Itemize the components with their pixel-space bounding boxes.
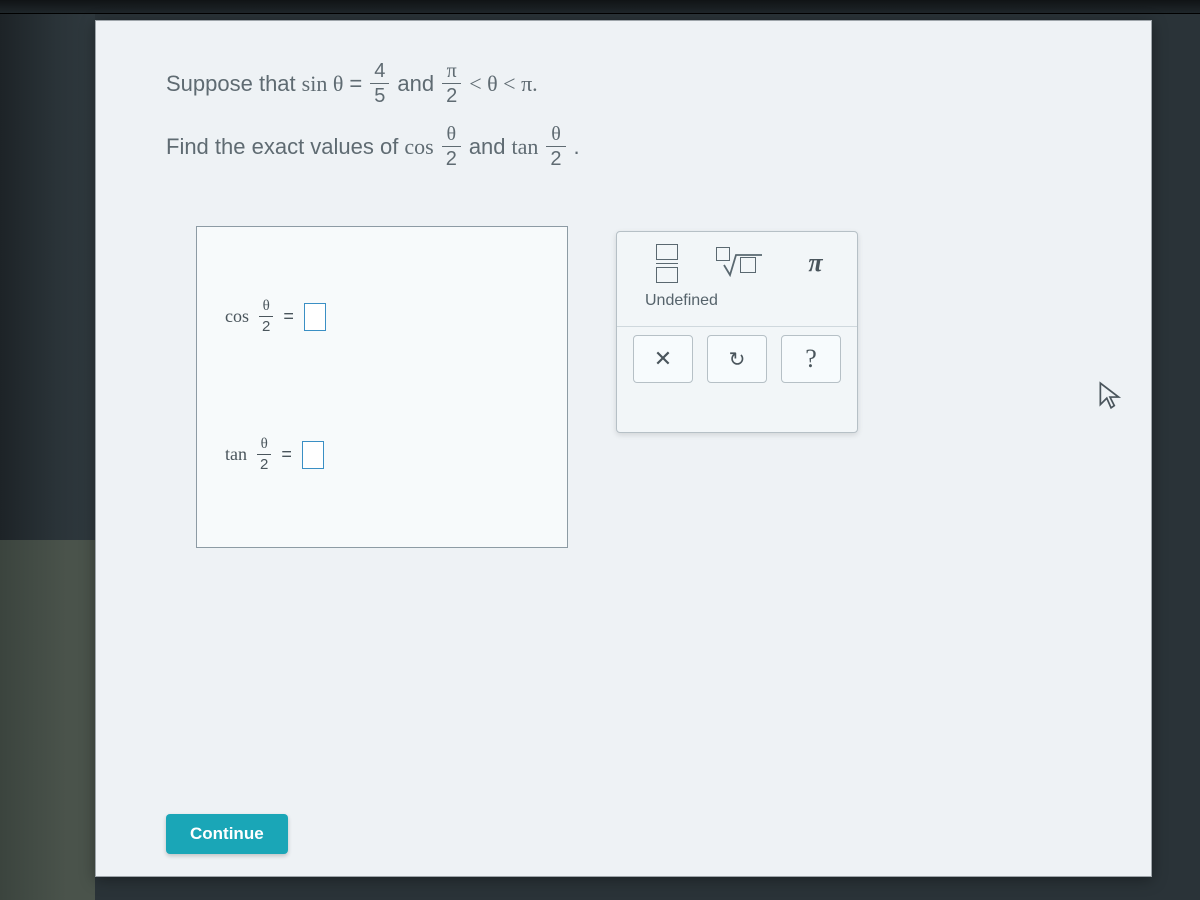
q1-sin: sin θ	[302, 66, 344, 101]
tan-frac: θ 2	[257, 437, 271, 472]
q2-cos: cos	[404, 129, 433, 164]
q1-frac-4-5: 4 5	[370, 61, 389, 106]
cos-input[interactable]	[304, 303, 326, 331]
monitor-bezel-top	[0, 0, 1200, 14]
fraction-tool-button[interactable]	[645, 244, 688, 282]
continue-button[interactable]: Continue	[166, 814, 288, 854]
q1-frac-pi-2: π 2	[442, 61, 461, 106]
question-text: Suppose that sin θ = 4 5 and π 2 < θ < π…	[166, 61, 580, 169]
reset-button[interactable]: ↻	[707, 335, 767, 383]
question-panel: Suppose that sin θ = 4 5 and π 2 < θ < π…	[96, 21, 1151, 876]
q2-frac-theta-2a: θ 2	[442, 124, 461, 169]
tan-func: tan	[225, 444, 247, 465]
cos-frac: θ 2	[259, 299, 273, 334]
q2-frac-theta-2b: θ 2	[546, 124, 565, 169]
q1-eq: =	[349, 66, 362, 101]
question-line-1: Suppose that sin θ = 4 5 and π 2 < θ < π…	[166, 61, 580, 106]
q2-tan: tan	[512, 129, 539, 164]
q2-prefix: Find the exact values of	[166, 129, 398, 164]
root-tool-button[interactable]	[718, 244, 764, 282]
q2-period: .	[574, 129, 580, 164]
q1-and: and	[397, 66, 434, 101]
cos-eq: =	[283, 306, 294, 327]
answer-row-cos: cos θ 2 =	[225, 299, 326, 334]
math-toolbox: π Undefined ✕ ↻ ?	[616, 231, 858, 433]
q1-ineq: < θ < π.	[469, 66, 537, 101]
pi-tool-button[interactable]: π	[794, 244, 837, 282]
clear-button[interactable]: ✕	[633, 335, 693, 383]
toolbox-row-1: π	[617, 232, 857, 288]
tan-input[interactable]	[302, 441, 324, 469]
q1-prefix: Suppose that	[166, 66, 296, 101]
mouse-cursor-icon	[1097, 381, 1123, 416]
app-window: Suppose that sin θ = 4 5 and π 2 < θ < π…	[95, 20, 1152, 877]
answer-area: cos θ 2 = tan θ 2 =	[196, 226, 568, 548]
help-button[interactable]: ?	[781, 335, 841, 383]
undefined-tool-button[interactable]: Undefined	[617, 288, 857, 320]
q2-and: and	[469, 129, 506, 164]
tan-eq: =	[281, 444, 292, 465]
cos-func: cos	[225, 306, 249, 327]
question-line-2: Find the exact values of cos θ 2 and tan…	[166, 124, 580, 169]
toolbox-row-2: ✕ ↻ ?	[617, 326, 857, 393]
answer-row-tan: tan θ 2 =	[225, 437, 324, 472]
desk-surface	[0, 540, 95, 900]
